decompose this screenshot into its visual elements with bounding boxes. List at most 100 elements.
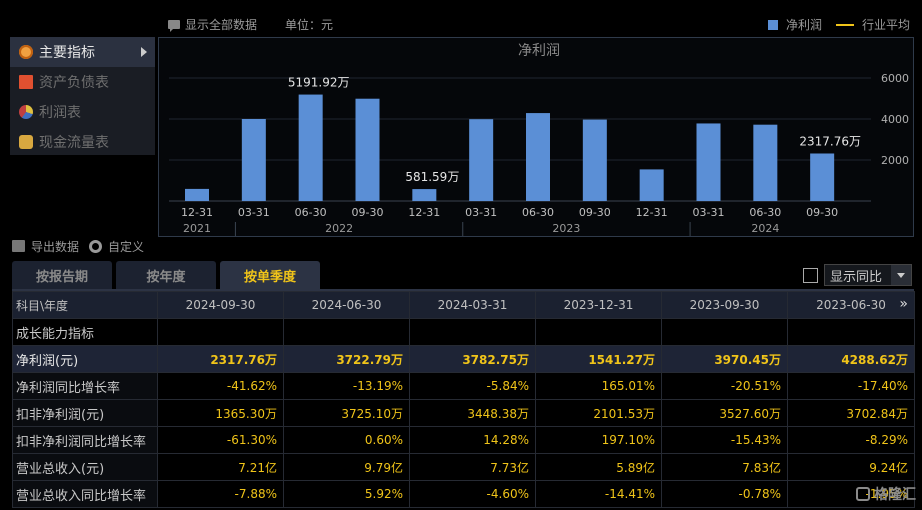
table-cell: 0.60% bbox=[283, 426, 410, 454]
y-tick-label: 6000 bbox=[881, 72, 909, 85]
table-cell bbox=[283, 318, 410, 346]
row-label: 净利润(元) bbox=[12, 345, 158, 373]
chart-canvas: 净利润 2000 4000 6000 12-31 03-31 06-30 09-30 12-31… bbox=[169, 43, 909, 236]
x-tick-label: 06-30 bbox=[295, 206, 327, 219]
show-all-data-toggle[interactable]: 显示全部数据 bbox=[168, 16, 257, 33]
table-row[interactable]: 净利润(元) 2317.76万 3722.79万 3782.75万 1541.27万 39… bbox=[12, 345, 915, 373]
logo-icon bbox=[856, 487, 870, 501]
unit-label: 单位：元 bbox=[285, 18, 334, 32]
tab-by-quarter[interactable]: 按单季度 bbox=[220, 261, 320, 290]
header-period[interactable]: 2024-03-31 bbox=[409, 291, 536, 319]
table-cell: -61.30% bbox=[157, 426, 284, 454]
table-tools: 导出数据 自定义 bbox=[12, 238, 144, 254]
yoy-checkbox[interactable] bbox=[803, 267, 818, 283]
table-row[interactable]: 营业总收入(元) 7.21亿 9.79亿 7.73亿 5.89亿 7.83亿 9.24亿 bbox=[12, 453, 915, 481]
table-cell: 1541.27万 bbox=[535, 345, 662, 373]
year-label: 2023 bbox=[552, 222, 580, 235]
x-tick-label: 03-31 bbox=[693, 206, 725, 219]
tab-by-report-period[interactable]: 按报告期 bbox=[12, 261, 112, 290]
sidebar-item-balance-sheet[interactable]: 资产负债表 bbox=[10, 67, 155, 97]
bar bbox=[469, 119, 494, 201]
table-cell: 3970.45万 bbox=[661, 345, 788, 373]
top-toolbar: 显示全部数据 单位：元 净利润 行业平均 bbox=[0, 0, 922, 38]
table-cell: -4.60% bbox=[409, 480, 536, 508]
year-label: 2022 bbox=[325, 222, 353, 235]
x-tick-label: 09-30 bbox=[579, 206, 611, 219]
sidebar-item-income-statement[interactable]: 利润表 bbox=[10, 97, 155, 127]
bar bbox=[185, 188, 209, 201]
table-cell: 197.10% bbox=[535, 426, 662, 454]
bar bbox=[412, 189, 437, 201]
legend-average-label[interactable]: 行业平均 bbox=[861, 18, 910, 32]
table-cell: -5.84% bbox=[409, 372, 536, 400]
row-label: 营业总收入(元) bbox=[12, 453, 158, 481]
pie-icon bbox=[19, 105, 33, 119]
bar bbox=[298, 94, 323, 201]
table-cell bbox=[409, 318, 536, 346]
legend-series-label[interactable]: 净利润 bbox=[785, 18, 822, 32]
table-cell: -41.62% bbox=[157, 372, 284, 400]
row-label: 扣非净利润同比增长率 bbox=[12, 426, 158, 454]
header-period[interactable]: 2023-12-31 bbox=[535, 291, 662, 319]
header-period-more[interactable]: 2023-06-30 bbox=[787, 291, 915, 319]
row-label: 营业总收入同比增长率 bbox=[12, 480, 158, 508]
header-subject: 科目\年度 bbox=[12, 291, 158, 319]
table-row[interactable]: 扣非净利润同比增长率 -61.30% 0.60% 14.28% 197.10% -15.4… bbox=[12, 426, 915, 454]
sidebar-item-cash-flow[interactable]: 现金流量表 bbox=[10, 127, 155, 157]
table-cell: 2101.53万 bbox=[535, 399, 662, 427]
tab-by-year[interactable]: 按年度 bbox=[116, 261, 216, 290]
sidebar-item-label: 资产负债表 bbox=[39, 75, 109, 91]
bar bbox=[355, 98, 380, 201]
x-tick-label: 09-30 bbox=[806, 206, 838, 219]
table-cell: 7.73亿 bbox=[409, 453, 536, 481]
x-tick-label: 03-31 bbox=[465, 206, 497, 219]
table-cell: 3782.75万 bbox=[409, 345, 536, 373]
x-tick-label: 12-31 bbox=[408, 206, 440, 219]
table-cell: -0.78% bbox=[661, 480, 788, 508]
bar bbox=[696, 123, 721, 201]
chevron-down-icon[interactable] bbox=[891, 265, 911, 285]
x-tick-label: 12-31 bbox=[181, 206, 213, 219]
table-cell: -17.40% bbox=[787, 372, 915, 400]
table-cell: -7.88% bbox=[157, 480, 284, 508]
bar bbox=[639, 169, 664, 201]
gear-icon[interactable] bbox=[89, 239, 103, 253]
legend-series-swatch bbox=[767, 19, 778, 30]
export-icon[interactable] bbox=[12, 240, 25, 252]
table-cell: 9.79亿 bbox=[283, 453, 410, 481]
table-cell: 165.01% bbox=[535, 372, 662, 400]
export-data-link[interactable]: 导出数据 bbox=[31, 239, 80, 254]
financial-table: 科目\年度 2024-09-30 2024-06-30 2024-03-31 2… bbox=[12, 291, 915, 508]
header-period[interactable]: 2024-06-30 bbox=[283, 291, 410, 319]
x-tick-label: 09-30 bbox=[352, 206, 384, 219]
table-cell: 2317.76万 bbox=[157, 345, 284, 373]
header-period[interactable]: 2023-09-30 bbox=[661, 291, 788, 319]
sidebar-item-key-indicators[interactable]: 主要指标 bbox=[10, 37, 155, 67]
table-row[interactable]: 营业总收入同比增长率 -7.88% 5.92% -4.60% -14.41% -0.78%… bbox=[12, 480, 915, 508]
table-cell: 3527.60万 bbox=[661, 399, 788, 427]
customize-link[interactable]: 自定义 bbox=[108, 239, 145, 254]
table-cell: -1.95% bbox=[787, 480, 915, 508]
comment-icon bbox=[168, 20, 180, 32]
row-label: 成长能力指标 bbox=[12, 318, 158, 346]
table-cell: 7.83亿 bbox=[661, 453, 788, 481]
chart-legend: 净利润 行业平均 bbox=[767, 16, 910, 33]
bar bbox=[526, 113, 550, 201]
period-tabs: 按报告期 按年度 按单季度 bbox=[12, 261, 320, 290]
data-label: 5191.92万 bbox=[288, 76, 350, 90]
table-cell bbox=[661, 318, 788, 346]
sidebar: 主要指标 资产负债表 利润表 现金流量表 bbox=[10, 37, 155, 155]
table-row[interactable]: 净利润同比增长率 -41.62% -13.19% -5.84% 165.01% -20.5… bbox=[12, 372, 915, 400]
table-row[interactable]: 扣非净利润(元) 1365.30万 3725.10万 3448.38万 2101.53万… bbox=[12, 399, 915, 427]
yoy-select[interactable]: 显示同比 bbox=[824, 264, 912, 286]
table-cell: 1365.30万 bbox=[157, 399, 284, 427]
table-row[interactable]: 成长能力指标 bbox=[12, 318, 915, 346]
table-cell: 4288.62万 bbox=[787, 345, 915, 373]
table-cell bbox=[535, 318, 662, 346]
bar bbox=[241, 119, 266, 201]
data-label: 581.59万 bbox=[405, 170, 459, 184]
header-period[interactable]: 2024-09-30 bbox=[157, 291, 284, 319]
y-tick-label: 4000 bbox=[881, 113, 909, 126]
x-tick-label: 03-31 bbox=[238, 206, 270, 219]
table-cell: 14.28% bbox=[409, 426, 536, 454]
